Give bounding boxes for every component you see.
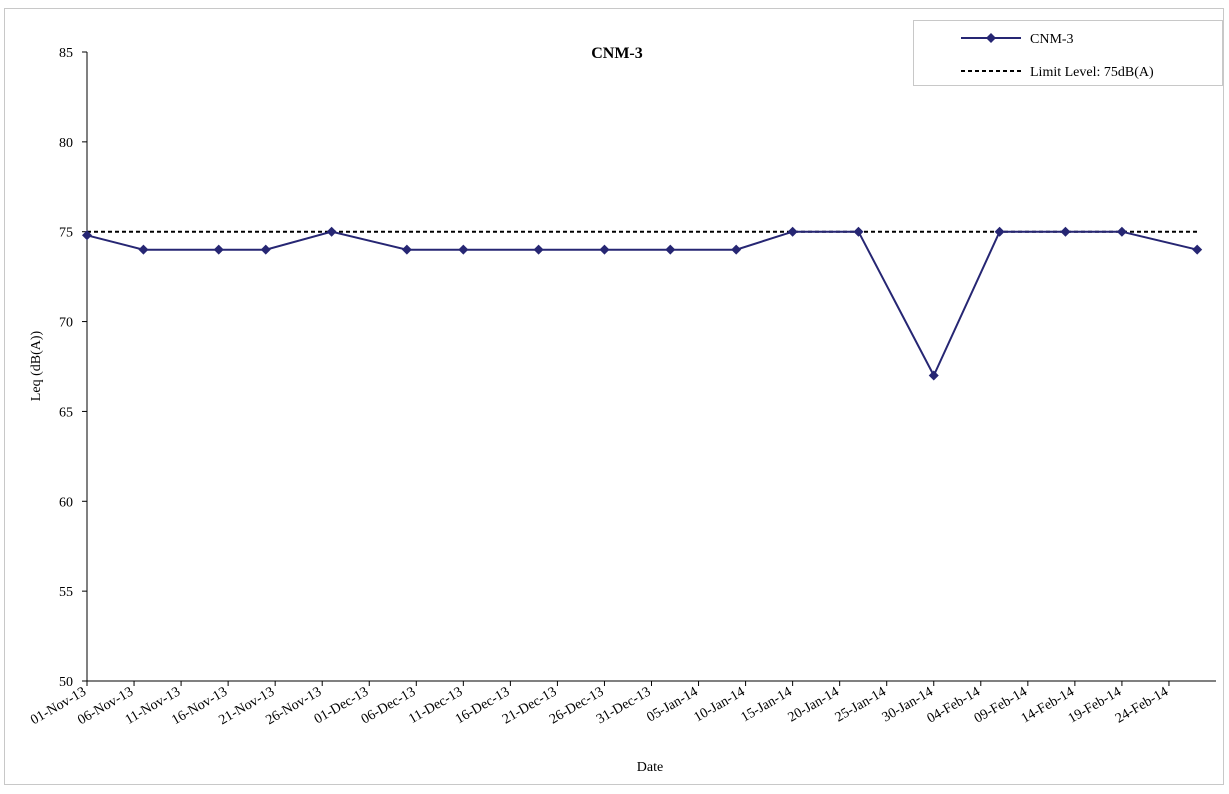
data-point-cnm-3 — [853, 226, 864, 237]
legend: CNM-3 Limit Level: 75dB(A) — [913, 20, 1223, 86]
data-point-cnm-3 — [138, 244, 149, 255]
data-point-cnm-3 — [1060, 226, 1071, 237]
data-point-cnm-3 — [928, 370, 939, 381]
data-point-cnm-3 — [731, 244, 742, 255]
data-point-cnm-3 — [599, 244, 610, 255]
y-tick-label: 75 — [59, 226, 73, 241]
y-tick-label: 50 — [59, 675, 73, 690]
y-tick-label: 85 — [59, 46, 73, 61]
y-tick-label: 55 — [59, 585, 73, 600]
y-tick-label: 70 — [59, 316, 73, 331]
chart-border — [4, 8, 1224, 785]
y-tick-label: 65 — [59, 405, 73, 420]
data-point-cnm-3 — [1192, 244, 1203, 255]
data-point-cnm-3 — [213, 244, 224, 255]
data-point-cnm-3 — [458, 244, 469, 255]
data-point-cnm-3 — [533, 244, 544, 255]
data-point-cnm-3 — [82, 230, 92, 241]
legend-marker-cnm-3 — [986, 33, 996, 43]
data-point-cnm-3 — [994, 226, 1005, 237]
data-point-cnm-3 — [326, 226, 337, 237]
y-tick-label: 80 — [59, 136, 73, 151]
x-axis-title: Date — [637, 760, 663, 775]
data-point-cnm-3 — [260, 244, 271, 255]
y-tick-label: 60 — [59, 495, 73, 510]
data-point-cnm-3 — [1116, 226, 1127, 237]
legend-box — [913, 20, 1223, 86]
legend-label-limit-level: Limit Level: 75dB(A) — [1030, 65, 1154, 80]
chart-title: CNM-3 — [591, 45, 643, 62]
y-axis-title: Leq (dB(A)) — [29, 330, 44, 401]
series-line-cnm-3 — [86, 230, 1198, 378]
data-point-cnm-3 — [787, 226, 798, 237]
data-point-cnm-3 — [665, 244, 676, 255]
legend-label-cnm-3: CNM-3 — [1030, 32, 1074, 47]
data-point-cnm-3 — [401, 244, 412, 255]
